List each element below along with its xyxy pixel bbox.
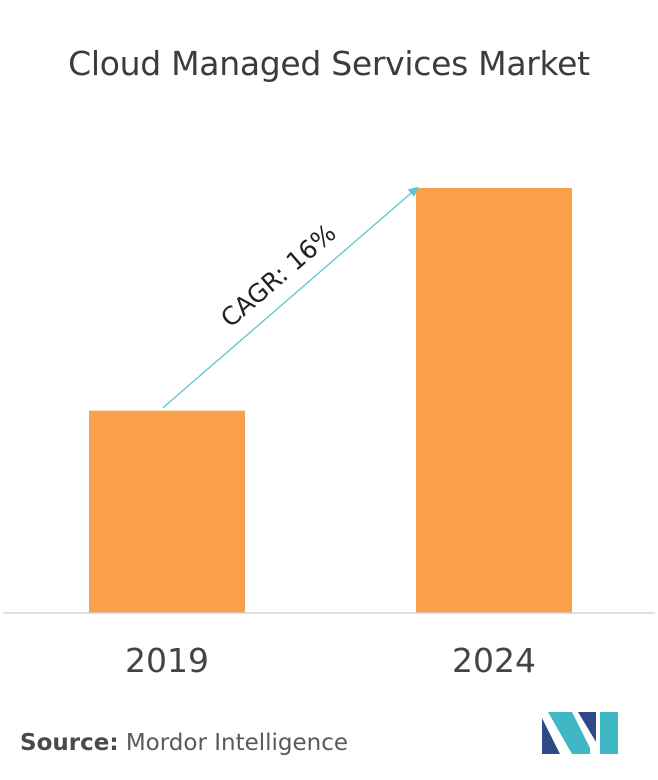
x-tick-label-2019: 2019 [125, 641, 209, 680]
source-label: Source: [20, 730, 119, 756]
bar-2024 [416, 188, 572, 613]
bar-2019 [89, 410, 245, 613]
cagr-arrow [162, 186, 419, 409]
mordor-intelligence-logo-icon [542, 712, 618, 754]
chart-title: Cloud Managed Services Market [68, 44, 590, 83]
source-text: Mordor Intelligence [118, 730, 349, 756]
cagr-label: CAGR: 16% [215, 218, 341, 333]
x-tick-label-2024: 2024 [452, 641, 536, 680]
source-note: Source: Mordor Intelligence [20, 730, 348, 756]
